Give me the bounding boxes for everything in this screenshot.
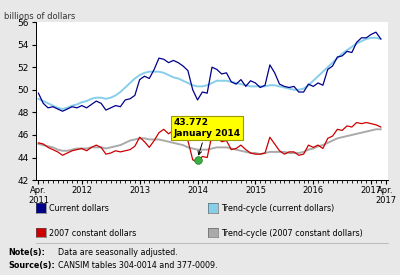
Text: CANSIM tables 304-0014 and 377-0009.: CANSIM tables 304-0014 and 377-0009. [58, 261, 218, 270]
Text: Current dollars: Current dollars [49, 204, 109, 213]
Text: Trend-cycle (2007 constant dollars): Trend-cycle (2007 constant dollars) [221, 229, 362, 238]
Text: Data are seasonally adjusted.: Data are seasonally adjusted. [58, 248, 178, 257]
Text: Source(s):: Source(s): [8, 261, 55, 270]
Text: billions of dollars: billions of dollars [4, 12, 75, 21]
Text: Note(s):: Note(s): [8, 248, 45, 257]
Text: Trend-cycle (current dollars): Trend-cycle (current dollars) [221, 204, 334, 213]
Text: 43.772
January 2014: 43.772 January 2014 [174, 118, 240, 155]
Text: 2007 constant dollars: 2007 constant dollars [49, 229, 136, 238]
